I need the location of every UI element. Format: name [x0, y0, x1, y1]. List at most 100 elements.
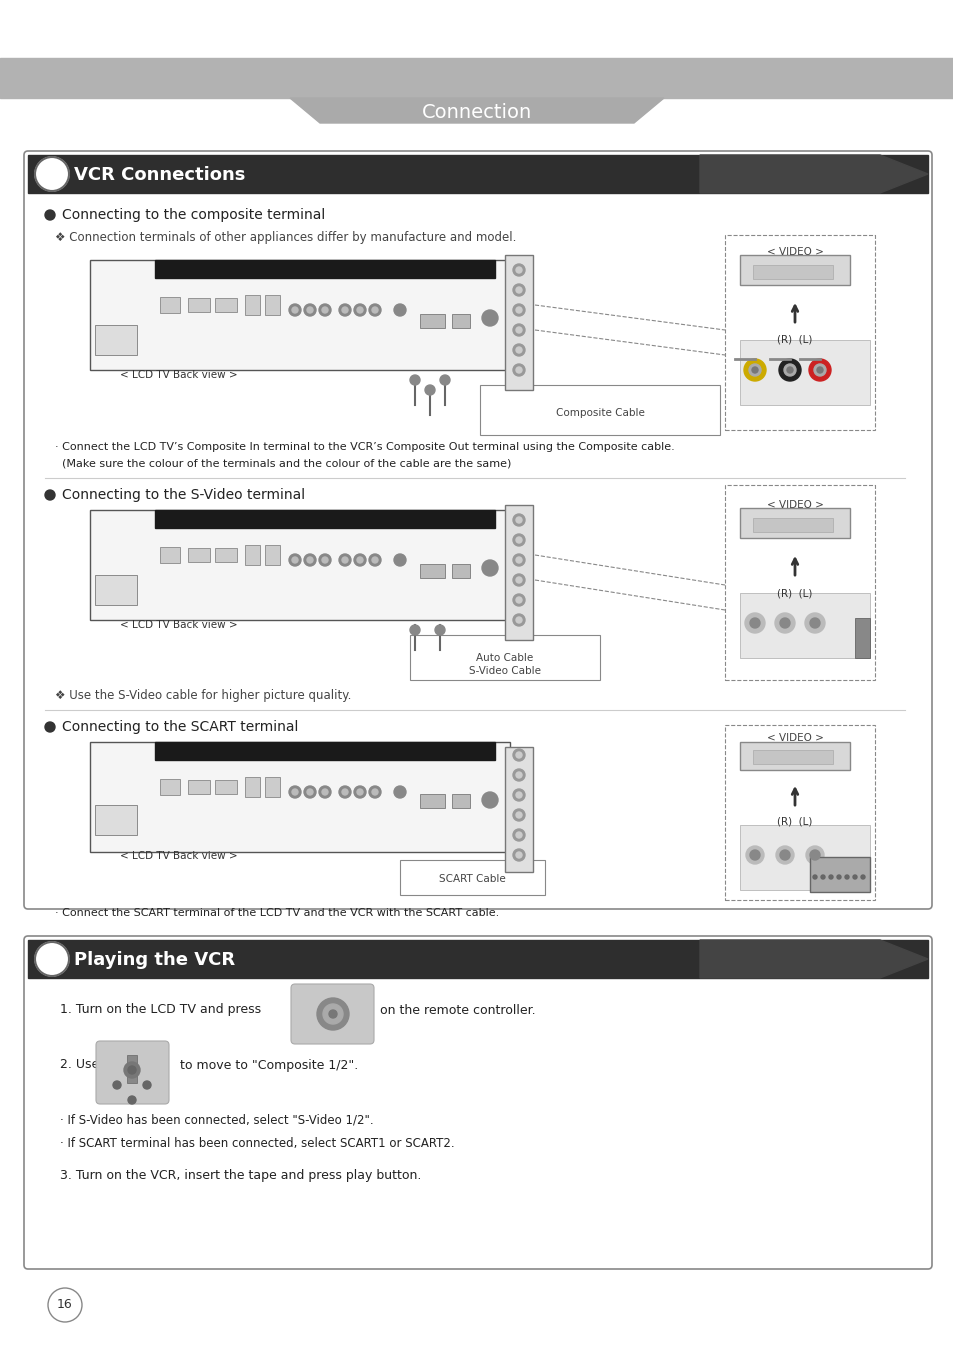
Bar	[399, 861, 544, 894]
Circle shape	[513, 534, 524, 546]
Text: SCART Cable: SCART Cable	[438, 874, 505, 884]
Circle shape	[809, 850, 820, 861]
Bar	[154, 742, 495, 761]
Circle shape	[516, 347, 521, 353]
Circle shape	[516, 771, 521, 778]
Bar	[245, 777, 260, 797]
Circle shape	[316, 998, 349, 1029]
Circle shape	[394, 554, 406, 566]
Bar	[479, 385, 720, 435]
Bar	[28, 155, 927, 193]
Circle shape	[322, 307, 328, 313]
Bar	[452, 563, 470, 578]
Text: < LCD TV Back view >: < LCD TV Back view >	[120, 851, 237, 861]
Circle shape	[513, 304, 524, 316]
Circle shape	[516, 812, 521, 817]
Circle shape	[513, 324, 524, 336]
Circle shape	[356, 789, 363, 794]
Text: 1. Turn on the LCD TV and press: 1. Turn on the LCD TV and press	[60, 1004, 261, 1016]
Bar	[724, 235, 874, 430]
Bar	[740, 255, 849, 285]
Circle shape	[354, 304, 366, 316]
Bar	[160, 780, 180, 794]
Bar	[95, 326, 137, 355]
Circle shape	[513, 284, 524, 296]
Circle shape	[481, 309, 497, 326]
Circle shape	[516, 367, 521, 373]
Circle shape	[513, 789, 524, 801]
Text: 2. Use: 2. Use	[60, 1058, 99, 1071]
Bar	[28, 940, 927, 978]
Polygon shape	[290, 99, 663, 123]
Bar	[504, 747, 533, 871]
Circle shape	[749, 617, 760, 628]
Circle shape	[809, 617, 820, 628]
Text: · Connect the SCART terminal of the LCD TV and the VCR with the SCART cable.: · Connect the SCART terminal of the LCD …	[55, 908, 498, 917]
Text: Connecting to the S-Video terminal: Connecting to the S-Video terminal	[62, 488, 305, 503]
Bar	[188, 299, 210, 312]
Circle shape	[424, 385, 435, 394]
Circle shape	[338, 304, 351, 316]
Circle shape	[516, 792, 521, 798]
Bar	[0, 58, 953, 99]
Text: 16: 16	[57, 1298, 72, 1312]
Circle shape	[780, 617, 789, 628]
Bar	[504, 505, 533, 640]
Circle shape	[516, 536, 521, 543]
Text: (Make sure the colour of the terminals and the colour of the cable are the same): (Make sure the colour of the terminals a…	[55, 458, 511, 467]
FancyBboxPatch shape	[24, 151, 931, 909]
Bar	[752, 517, 832, 532]
Bar	[95, 805, 137, 835]
Text: · If SCART terminal has been connected, select SCART1 or SCART2.: · If SCART terminal has been connected, …	[60, 1136, 455, 1150]
Circle shape	[513, 748, 524, 761]
Circle shape	[516, 617, 521, 623]
Circle shape	[318, 786, 331, 798]
Bar	[504, 255, 533, 390]
Circle shape	[128, 1066, 136, 1074]
Circle shape	[516, 327, 521, 332]
Bar	[740, 825, 869, 890]
Circle shape	[338, 786, 351, 798]
Bar	[452, 313, 470, 328]
Circle shape	[749, 850, 760, 861]
Circle shape	[124, 1062, 140, 1078]
Circle shape	[516, 557, 521, 563]
FancyBboxPatch shape	[96, 1042, 169, 1104]
Bar	[245, 295, 260, 315]
Bar	[724, 725, 874, 900]
Bar	[752, 750, 832, 765]
Circle shape	[369, 304, 380, 316]
Text: Auto Cable: Auto Cable	[476, 653, 533, 663]
Circle shape	[45, 490, 55, 500]
Text: · If S-Video has been connected, select "S-Video 1/2".: · If S-Video has been connected, select …	[60, 1113, 374, 1127]
Circle shape	[513, 594, 524, 607]
Text: Composite Cable: Composite Cable	[555, 408, 644, 417]
Circle shape	[128, 1096, 136, 1104]
Circle shape	[45, 721, 55, 732]
Circle shape	[516, 597, 521, 603]
Bar	[154, 259, 495, 278]
Text: < LCD TV Back view >: < LCD TV Back view >	[120, 370, 237, 380]
Bar	[740, 508, 849, 538]
Polygon shape	[700, 940, 927, 978]
Circle shape	[516, 517, 521, 523]
Bar	[188, 549, 210, 562]
Circle shape	[318, 554, 331, 566]
Circle shape	[513, 769, 524, 781]
Circle shape	[779, 359, 801, 381]
Circle shape	[292, 789, 297, 794]
Circle shape	[513, 809, 524, 821]
Bar	[265, 295, 280, 315]
Circle shape	[516, 307, 521, 313]
Bar	[265, 544, 280, 565]
Bar	[154, 509, 495, 528]
Bar	[265, 777, 280, 797]
Bar	[160, 297, 180, 313]
Circle shape	[304, 554, 315, 566]
Circle shape	[516, 577, 521, 584]
Circle shape	[780, 850, 789, 861]
Circle shape	[808, 359, 830, 381]
Circle shape	[372, 307, 377, 313]
Circle shape	[513, 574, 524, 586]
Text: < VIDEO >: < VIDEO >	[766, 500, 822, 509]
